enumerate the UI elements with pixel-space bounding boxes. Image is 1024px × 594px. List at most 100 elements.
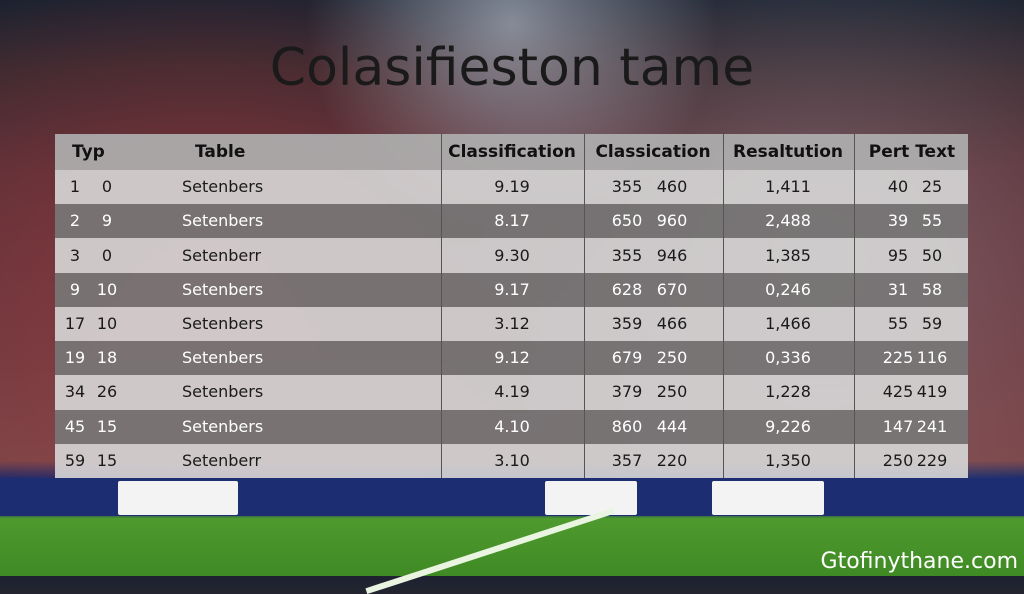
table-cell: 2 [69,211,81,231]
watermark: Gtofinythane.com [820,549,1018,574]
table-cell: 116 [916,348,948,368]
table-cell: 26 [96,382,118,402]
table-cell: 225 [882,348,914,368]
table-cell: 31 [887,279,909,299]
column-divider [584,134,585,478]
table-cell: 4.19 [494,382,530,402]
table-row [55,204,968,239]
table-cell: 9.17 [494,279,530,299]
table-cell: 45 [64,416,86,436]
table-cell: 17 [64,314,86,333]
header-cell: Table [195,142,246,162]
table-cell: Setenbers [182,211,264,231]
table-row [55,341,968,376]
table-cell: 10 [96,314,118,333]
table-row [55,306,968,342]
table-cell: 355 [611,245,643,265]
table-cell: 34 [64,382,86,402]
table-cell: 466 [656,314,688,333]
table-cell: 3.12 [494,314,530,333]
table-cell: 19 [64,348,86,368]
table-cell: 0,336 [765,348,811,368]
table-cell: 4.10 [494,416,530,436]
table-cell: 9 [101,211,113,231]
table-cell: 58 [921,279,943,299]
ad-board [545,481,637,515]
table-cell: Setenbers [182,348,264,368]
table-cell: 9.19 [494,177,530,197]
table-row [55,238,968,273]
table-row [55,443,968,478]
table-cell: 1,228 [765,382,811,402]
table-cell: 444 [656,416,688,436]
table-cell: 59 [64,450,86,470]
table-cell: 55 [921,211,943,231]
table-cell: 40 [887,177,909,197]
table-cell: 1,411 [765,177,811,197]
table-cell: 3 [69,245,81,265]
table-cell: Setenbers [182,416,264,436]
table-cell: 95 [887,245,909,265]
table-cell: 628 [611,279,643,299]
table-cell: 15 [96,416,118,436]
table-cell: 460 [656,177,688,197]
table-cell: Setenbers [182,279,264,299]
header-cell: Resaltution [732,142,843,162]
table-cell: 650 [611,211,643,231]
table-cell: Setenbers [182,382,264,402]
table-row [55,409,968,444]
column-divider [441,134,442,478]
table-cell: Setenberr [182,245,262,265]
table-cell: Setenbers [182,177,264,197]
header-cell: Typ [72,142,105,162]
table-cell: 9,226 [765,416,811,436]
table-cell: 250 [656,348,688,368]
table-cell: 425 [882,382,914,402]
table-cell: 419 [916,382,948,402]
table-cell: 9 [69,279,81,299]
table-cell: 359 [611,314,643,333]
table-cell: 2,488 [765,211,811,231]
table-cell: 18 [96,348,118,368]
table-cell: 50 [921,245,943,265]
table-cell: 229 [916,450,948,470]
table-cell: 0 [101,245,113,265]
table-cell: 946 [656,245,688,265]
table-cell: 860 [611,416,643,436]
table-cell: 355 [611,177,643,197]
table-cell: Setenberr [182,450,262,470]
table-cell: 250 [656,382,688,402]
table-cell: 9.12 [494,348,530,368]
header-cell: Classication [595,142,711,162]
table-cell: 960 [656,211,688,231]
table-cell: 357 [611,450,643,470]
header-row [55,134,968,170]
pitch-line [365,507,615,594]
table-cell: 25 [921,177,943,197]
header-cell: Classification [448,142,576,162]
table-cell: 55 [887,314,909,333]
table-cell: 0,246 [765,279,811,299]
table-cell: 59 [921,314,943,333]
table-cell: 1,385 [765,245,811,265]
table-title: Colasifieston tame [269,38,755,98]
table-row [55,170,968,205]
table-row [55,272,968,307]
header-cell: Pert Text [868,142,956,162]
table-cell: 3.10 [494,450,530,470]
table-cell: 147 [882,416,914,436]
table-cell: 1,350 [765,450,811,470]
table-cell: 9.30 [494,245,530,265]
table-cell: 1 [69,177,81,197]
ad-board [712,481,824,515]
column-divider [723,134,724,478]
table-cell: 379 [611,382,643,402]
table-cell: 0 [101,177,113,197]
column-divider [854,134,855,478]
ad-board [118,481,238,515]
table-cell: 39 [887,211,909,231]
table-cell: 220 [656,450,688,470]
table-cell: 15 [96,450,118,470]
table-cell: 250 [882,450,914,470]
table-cell: 8.17 [494,211,530,231]
